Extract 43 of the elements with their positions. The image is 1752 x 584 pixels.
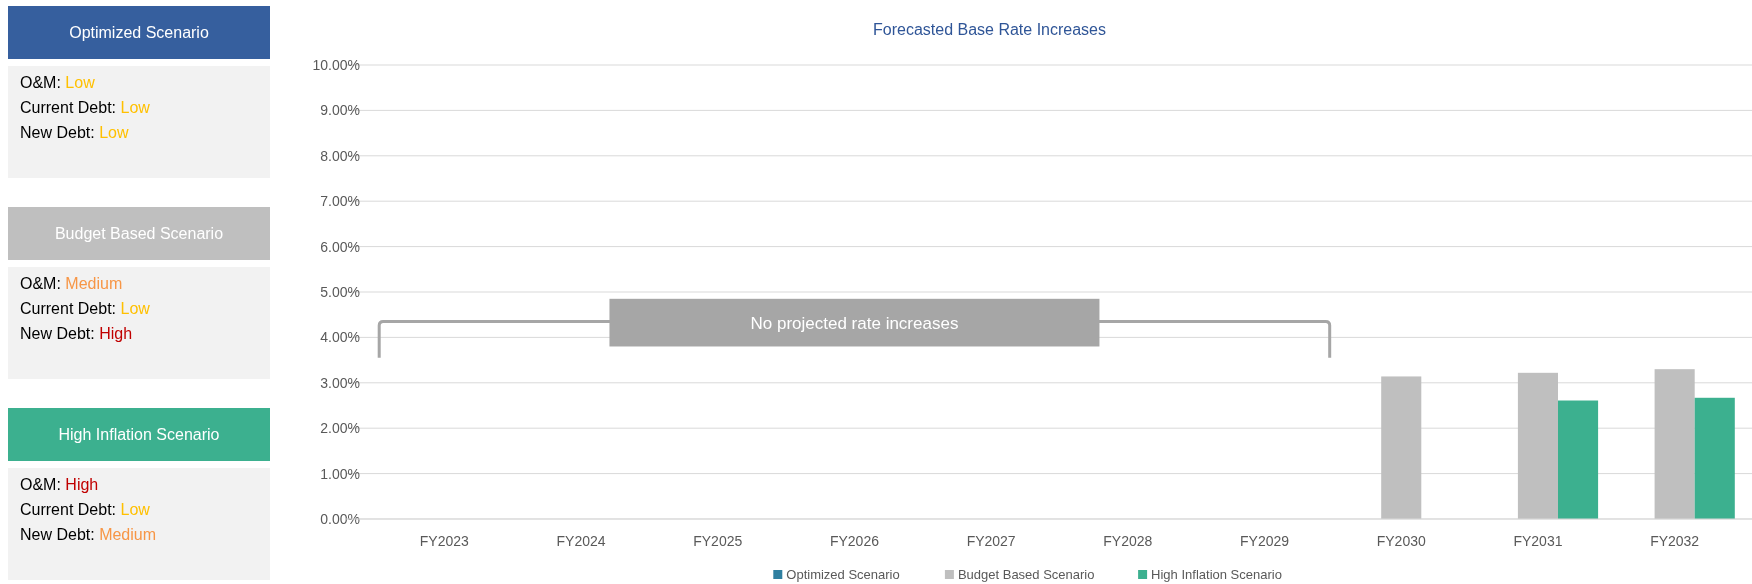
x-tick-label: FY2026 xyxy=(829,533,880,549)
legend-label: Optimized Scenario xyxy=(786,567,900,582)
y-tick-label: 7.00% xyxy=(320,193,360,210)
legend-label: High Inflation Scenario xyxy=(1151,567,1282,582)
text: Optimized Scenario xyxy=(69,24,209,41)
y-tick-label: 6.00% xyxy=(320,238,360,255)
y-tick-label: 10.00% xyxy=(312,57,360,73)
text: Current Debt: Low xyxy=(20,99,151,116)
bar xyxy=(1694,397,1735,519)
text: O&M: Low xyxy=(20,74,96,91)
x-tick-label: FY2030 xyxy=(1376,533,1426,549)
annotation: No projected rate increases xyxy=(750,313,959,333)
bar xyxy=(1558,400,1599,519)
text: New Debt: Low xyxy=(20,124,129,141)
bar xyxy=(1654,369,1695,519)
y-tick-label: 3.00% xyxy=(320,374,360,391)
text: Budget Based Scenario xyxy=(54,225,224,242)
x-tick-label: FY2024 xyxy=(556,533,606,549)
chart-title: Forecasted Base Rate Increases xyxy=(872,21,1107,38)
x-tick-label: FY2028 xyxy=(1103,533,1153,549)
y-tick-label: 9.00% xyxy=(320,102,360,119)
text: O&M: High xyxy=(20,476,99,493)
x-tick-label: FY2031 xyxy=(1513,533,1563,549)
y-tick-label: 8.00% xyxy=(320,147,360,164)
x-tick-label: FY2029 xyxy=(1240,533,1290,549)
bar xyxy=(1517,372,1558,519)
y-tick-label: 2.00% xyxy=(320,420,360,437)
x-tick-label: FY2032 xyxy=(1650,533,1700,549)
y-tick-label: 1.00% xyxy=(320,465,360,482)
text: Current Debt: Low xyxy=(20,300,151,317)
text: New Debt: Medium xyxy=(20,526,157,543)
text: O&M: Medium xyxy=(20,275,123,292)
y-tick-label: 5.00% xyxy=(320,284,360,300)
text: New Debt: High xyxy=(20,325,133,342)
bar xyxy=(1381,376,1422,519)
x-tick-label: FY2023 xyxy=(419,533,470,549)
legend-label: Budget Based Scenario xyxy=(957,567,1095,582)
y-tick-label: 0.00% xyxy=(320,511,360,527)
y-tick-label: 4.00% xyxy=(320,329,360,346)
x-tick-label: FY2025 xyxy=(693,533,743,549)
text: Current Debt: Low xyxy=(20,501,151,518)
text: High Inflation Scenario xyxy=(58,426,220,443)
x-tick-label: FY2027 xyxy=(966,533,1016,549)
